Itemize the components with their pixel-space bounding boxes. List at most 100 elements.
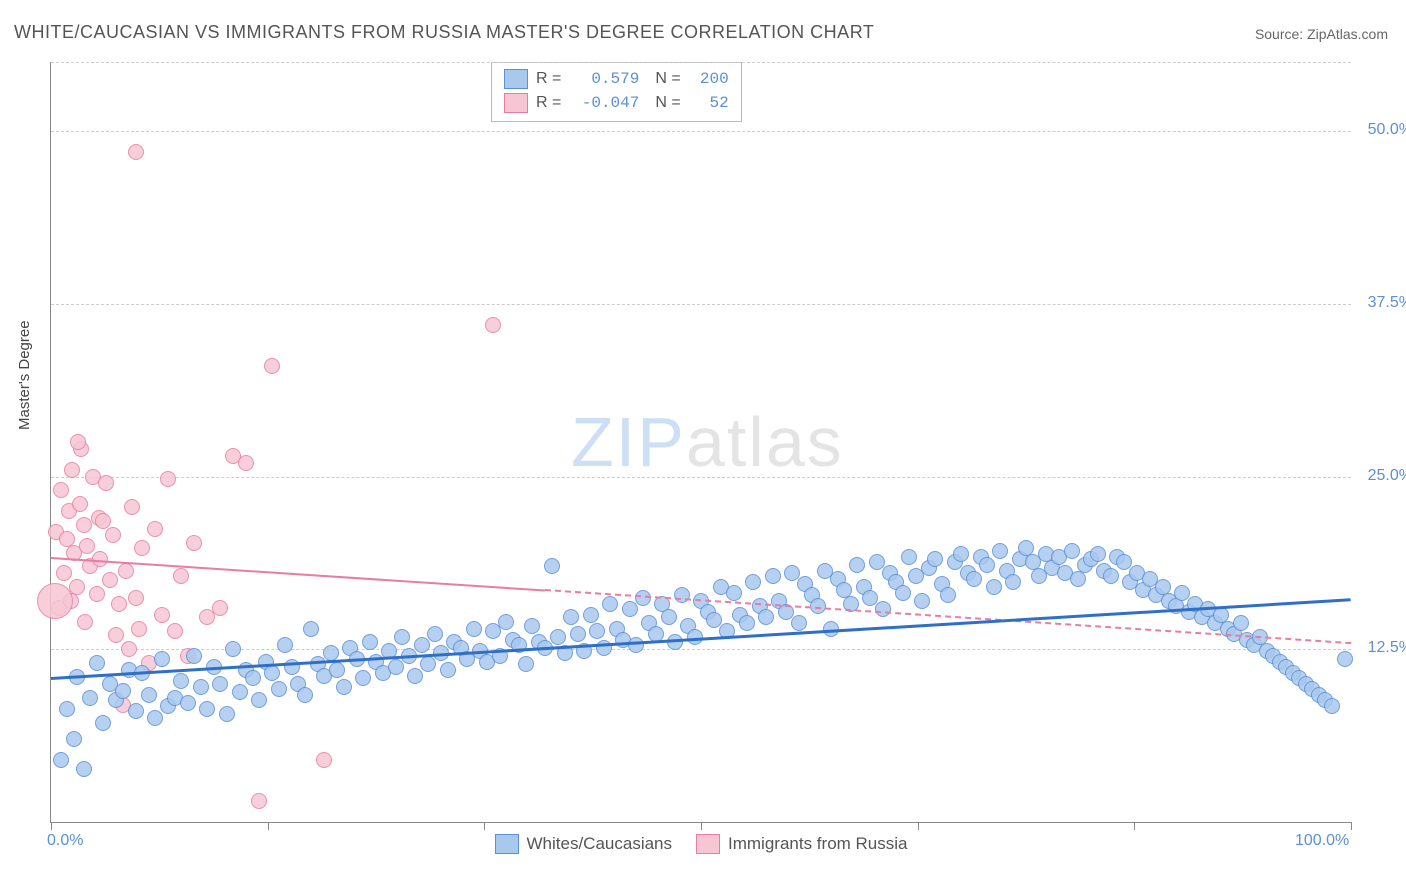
data-point-blue — [1005, 574, 1021, 590]
data-point-blue — [498, 614, 514, 630]
data-point-blue — [466, 621, 482, 637]
data-point-pink — [128, 590, 144, 606]
legend-label-pink: Immigrants from Russia — [728, 834, 907, 854]
data-point-pink — [251, 793, 267, 809]
data-point-pink — [102, 572, 118, 588]
data-point-pink — [134, 540, 150, 556]
stat-label-n: N = — [655, 70, 680, 88]
data-point-pink — [72, 496, 88, 512]
data-point-pink — [76, 517, 92, 533]
data-point-blue — [141, 687, 157, 703]
data-point-blue — [1324, 698, 1340, 714]
legend-label-blue: Whites/Caucasians — [527, 834, 673, 854]
stat-r-pink: -0.047 — [569, 94, 639, 112]
data-point-blue — [635, 590, 651, 606]
data-point-blue — [869, 554, 885, 570]
data-point-blue — [524, 618, 540, 634]
x-tick — [918, 822, 919, 830]
stat-n-blue: 200 — [689, 70, 729, 88]
data-point-pink — [95, 513, 111, 529]
data-point-pink — [264, 358, 280, 374]
data-point-blue — [1070, 571, 1086, 587]
data-point-pink — [79, 538, 95, 554]
x-tick — [51, 822, 52, 830]
gridline — [51, 649, 1351, 650]
data-point-blue — [875, 601, 891, 617]
stat-label-r: R = — [536, 70, 561, 88]
data-point-blue — [1174, 585, 1190, 601]
plot-area: ZIPatlas R = 0.579 N = 200 R = -0.047 N … — [50, 62, 1351, 823]
data-point-blue — [1103, 568, 1119, 584]
data-point-blue — [758, 609, 774, 625]
data-point-blue — [407, 668, 423, 684]
data-point-pink — [53, 482, 69, 498]
legend-item-blue: Whites/Caucasians — [495, 834, 673, 854]
y-tick-label: 12.5% — [1368, 639, 1406, 657]
data-point-pink — [37, 583, 73, 619]
data-point-blue — [1116, 554, 1132, 570]
data-point-blue — [420, 656, 436, 672]
data-point-blue — [336, 679, 352, 695]
source-attribution: Source: ZipAtlas.com — [1255, 26, 1388, 42]
data-point-blue — [583, 607, 599, 623]
data-point-blue — [953, 546, 969, 562]
stats-legend: R = 0.579 N = 200 R = -0.047 N = 52 — [491, 62, 742, 122]
data-point-blue — [602, 596, 618, 612]
gridline — [51, 62, 1351, 63]
data-point-pink — [160, 471, 176, 487]
watermark: ZIPatlas — [571, 402, 844, 482]
data-point-pink — [154, 607, 170, 623]
data-point-blue — [570, 626, 586, 642]
legend-item-pink: Immigrants from Russia — [696, 834, 907, 854]
data-point-blue — [212, 676, 228, 692]
stat-r-blue: 0.579 — [569, 70, 639, 88]
data-point-blue — [901, 549, 917, 565]
data-point-pink — [121, 641, 137, 657]
data-point-blue — [1233, 615, 1249, 631]
data-point-blue — [966, 571, 982, 587]
data-point-blue — [589, 623, 605, 639]
swatch-blue — [504, 69, 528, 89]
data-point-blue — [355, 670, 371, 686]
data-point-pink — [111, 596, 127, 612]
gridline — [51, 477, 1351, 478]
data-point-blue — [264, 665, 280, 681]
data-point-blue — [329, 662, 345, 678]
swatch-pink — [504, 93, 528, 113]
swatch-pink — [696, 834, 720, 854]
gridline — [51, 131, 1351, 132]
data-point-pink — [77, 614, 93, 630]
data-point-blue — [661, 609, 677, 625]
data-point-blue — [628, 637, 644, 653]
data-point-blue — [277, 637, 293, 653]
x-tick-label: 0.0% — [47, 832, 83, 850]
data-point-blue — [849, 557, 865, 573]
data-point-pink — [56, 565, 72, 581]
data-point-blue — [940, 587, 956, 603]
stat-label-r: R = — [536, 94, 561, 112]
x-tick-label: 100.0% — [1295, 832, 1349, 850]
data-point-pink — [124, 499, 140, 515]
data-point-blue — [225, 641, 241, 657]
data-point-blue — [95, 715, 111, 731]
data-point-pink — [212, 600, 228, 616]
data-point-blue — [914, 593, 930, 609]
data-point-blue — [1337, 651, 1353, 667]
data-point-pink — [316, 752, 332, 768]
y-tick-label: 25.0% — [1368, 467, 1406, 485]
data-point-blue — [544, 558, 560, 574]
data-point-blue — [297, 687, 313, 703]
data-point-blue — [362, 634, 378, 650]
data-point-pink — [128, 144, 144, 160]
data-point-blue — [271, 681, 287, 697]
data-point-pink — [108, 627, 124, 643]
y-axis-label: Master's Degree — [16, 320, 33, 430]
data-point-pink — [105, 527, 121, 543]
data-point-blue — [303, 621, 319, 637]
data-point-pink — [118, 563, 134, 579]
data-point-blue — [992, 543, 1008, 559]
data-point-blue — [199, 701, 215, 717]
data-point-blue — [927, 551, 943, 567]
data-point-blue — [66, 731, 82, 747]
data-point-blue — [219, 706, 235, 722]
